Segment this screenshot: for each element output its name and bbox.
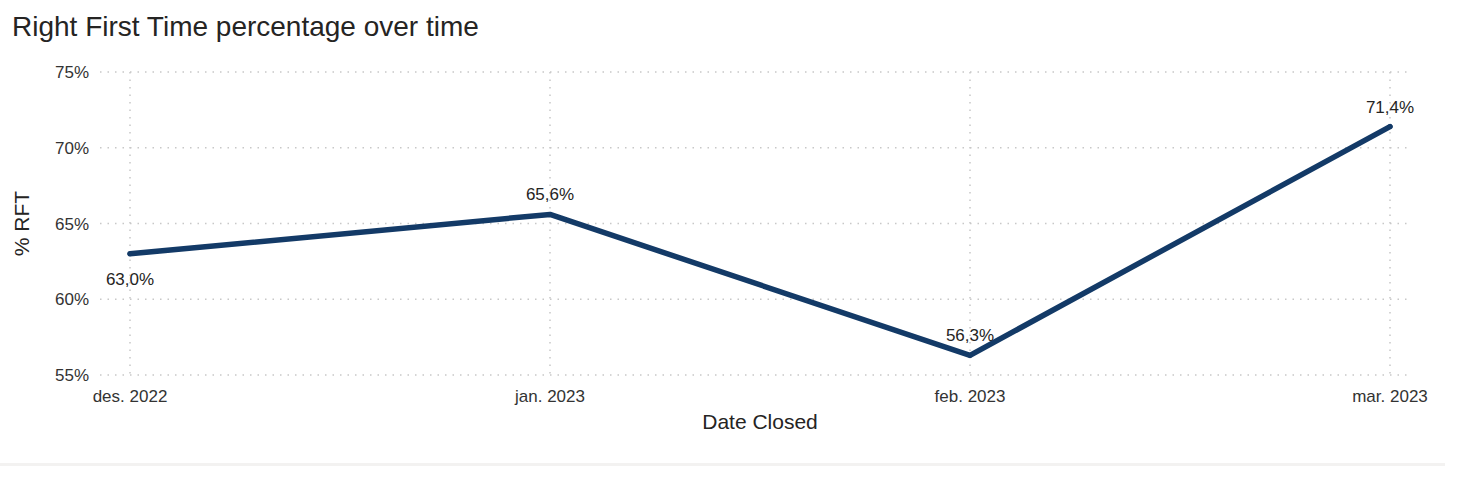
series <box>128 124 1393 358</box>
y-tick-label: 70% <box>55 139 89 158</box>
y-tick-label: 75% <box>55 63 89 82</box>
x-grid-line <box>549 72 551 375</box>
y-grid-line <box>100 147 1410 149</box>
y-grid-line <box>100 299 1410 301</box>
data-label: 65,6% <box>526 185 574 204</box>
x-tick-label: mar. 2023 <box>1352 387 1428 406</box>
x-grid-line <box>129 72 131 375</box>
x-axis-title: Date Closed <box>702 410 818 433</box>
y-tick-label: 65% <box>55 215 89 234</box>
data-label: 56,3% <box>946 326 994 345</box>
y-tick-label: 60% <box>55 290 89 309</box>
separator <box>0 463 1445 466</box>
title: Right First Time percentage over time <box>12 11 479 42</box>
y-axis-title: % RFT <box>10 191 33 257</box>
point <box>1388 124 1393 129</box>
x-tick-label: feb. 2023 <box>935 387 1006 406</box>
chart: Right First Time percentage over time 55%… <box>0 0 1459 477</box>
point <box>128 251 133 256</box>
y-tick-label: 55% <box>55 366 89 385</box>
data-label: 63,0% <box>106 270 154 289</box>
x-tick-label: des. 2022 <box>93 387 168 406</box>
y-grid-line <box>100 374 1410 376</box>
point <box>548 212 553 217</box>
point <box>968 353 973 358</box>
y-grid-line <box>100 71 1410 73</box>
x-tick-label: jan. 2023 <box>514 387 585 406</box>
grid <box>100 72 1410 375</box>
data-label: 71,4% <box>1366 98 1414 117</box>
line <box>130 127 1390 356</box>
x-grid-line <box>1389 72 1391 375</box>
